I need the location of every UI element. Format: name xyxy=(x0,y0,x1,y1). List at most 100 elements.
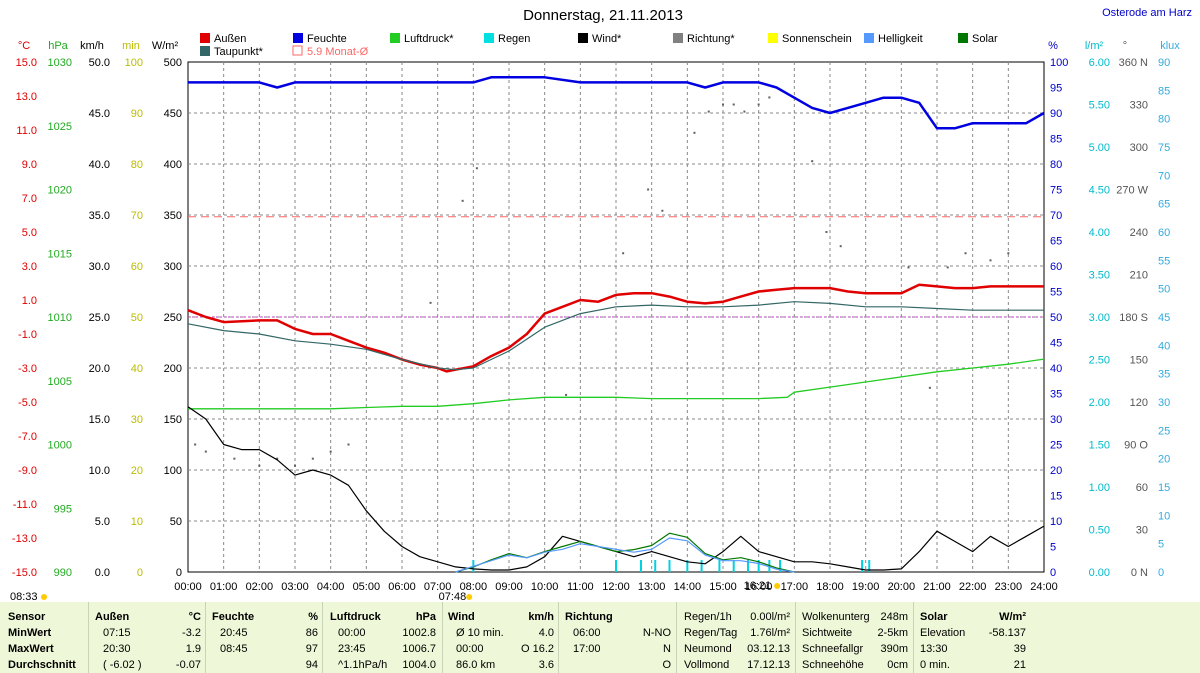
solar-tick-label: 500 xyxy=(164,57,182,69)
lux-tick-label: 55 xyxy=(1158,255,1170,267)
temp-tick-label: 15.0 xyxy=(16,57,37,69)
direction-point xyxy=(707,110,710,113)
legend-label: Luftdruck* xyxy=(404,33,454,45)
direction-tick-label: 120 xyxy=(1130,397,1148,409)
sunmin-tick-label: 50 xyxy=(131,312,143,324)
humidity-tick-label: 95 xyxy=(1050,83,1062,95)
solar-tick-label: 200 xyxy=(164,363,182,375)
solar-tick-label: 350 xyxy=(164,210,182,222)
info-divider xyxy=(322,602,323,673)
time-tick-label: 01:00 xyxy=(210,581,238,593)
time-tick-label: 21:00 xyxy=(923,581,951,593)
humidity-tick-label: 30 xyxy=(1050,414,1062,426)
lux-tick-label: 80 xyxy=(1158,114,1170,126)
time-tick-label: 17:00 xyxy=(781,581,809,593)
lux-tick-label: 10 xyxy=(1158,510,1170,522)
temp-tick-label: -13.0 xyxy=(12,533,37,545)
extra-value: 03.12.13 xyxy=(747,643,790,655)
time-tick-label: 22:00 xyxy=(959,581,987,593)
direction-tick-label: 330 xyxy=(1130,100,1148,112)
stat-time: 23:45 xyxy=(338,643,366,655)
direction-point xyxy=(565,393,568,396)
lux-tick-label: 60 xyxy=(1158,227,1170,239)
pressure-tick-label: 1020 xyxy=(48,185,72,197)
rain-tick-label: 1.50 xyxy=(1089,440,1110,452)
rain-bar xyxy=(668,560,671,572)
extra-value: 2-5km xyxy=(877,627,908,639)
stat-time: 07:15 xyxy=(103,627,131,639)
sunset-label: 16:21 xyxy=(744,580,772,592)
info-divider xyxy=(913,602,914,673)
direction-point xyxy=(732,103,735,106)
rain-tick-label: 6.00 xyxy=(1089,57,1110,69)
extra-label: Wolkenunterg xyxy=(802,611,870,623)
lux-tick-label: 35 xyxy=(1158,369,1170,381)
stat-time: 86.0 km xyxy=(456,659,496,671)
rain-bar xyxy=(700,560,703,572)
stat-value: 97 xyxy=(305,643,318,655)
axis-unit-label: l/m² xyxy=(1085,40,1104,52)
humidity-tick-label: 65 xyxy=(1050,236,1062,248)
stat-time: ( -6.02 ) xyxy=(103,659,142,671)
legend-label: Wind* xyxy=(592,33,622,45)
pressure-tick-label: 1030 xyxy=(48,57,72,69)
rain-bar xyxy=(654,560,657,572)
sunmin-tick-label: 100 xyxy=(125,57,143,69)
legend-label: Sonnenschein xyxy=(782,33,852,45)
info-divider xyxy=(442,602,443,673)
pressure-tick-label: 995 xyxy=(54,503,72,515)
temp-tick-label: -9.0 xyxy=(18,465,37,477)
direction-point xyxy=(276,457,279,460)
series-luftdruck-line xyxy=(188,358,1045,410)
info-divider xyxy=(795,602,796,673)
stat-time: Elevation xyxy=(920,627,966,639)
current-time-label: 08:33 xyxy=(10,591,38,602)
legend-label: Solar xyxy=(972,33,998,45)
time-tick-label: 14:00 xyxy=(674,581,702,593)
time-tick-label: 03:00 xyxy=(281,581,309,593)
chart-title: Donnerstag, 21.11.2013 xyxy=(523,7,683,24)
humidity-tick-label: 75 xyxy=(1050,185,1062,197)
x-axis: 00:00 01:00 02:00 03:00 04:00 05:00 06:00 07:00… xyxy=(10,580,1058,602)
sunmin-tick-label: 40 xyxy=(131,363,143,375)
solar-tick-label: 150 xyxy=(164,414,182,426)
humidity-tick-label: 100 xyxy=(1050,57,1068,69)
temp-tick-label: 9.0 xyxy=(22,159,37,171)
stat-time: 17:00 xyxy=(573,643,601,655)
sunmin-tick-label: 70 xyxy=(131,210,143,222)
time-tick-label: 20:00 xyxy=(888,581,916,593)
humidity-tick-label: 60 xyxy=(1050,261,1062,273)
axis-unit-label: hPa xyxy=(48,40,68,52)
weather-chart: 15.0 13.0 11.0 9.0 7.0 5.0 3.0 1.0 -1.0 -3.0 -5.0 -… xyxy=(10,7,1192,602)
sunmin-tick-label: 60 xyxy=(131,261,143,273)
time-tick-label: 09:00 xyxy=(495,581,523,593)
temp-tick-label: -11.0 xyxy=(13,499,37,511)
temp-tick-label: 5.0 xyxy=(22,227,37,239)
direction-point xyxy=(768,96,771,99)
statistics-panel: Sensor MinWert MaxWert Durchschnitt Außen °C 0… xyxy=(0,602,1200,673)
stat-value: 1006.7 xyxy=(402,643,436,655)
extra-label: Regen/Tag xyxy=(684,627,738,639)
direction-tick-label: 180 S xyxy=(1119,312,1148,324)
humidity-tick-label: 20 xyxy=(1050,465,1062,477)
stat-time: ^1.1hPa/h xyxy=(338,659,388,671)
lux-tick-label: 70 xyxy=(1158,170,1170,182)
legend-label: Taupunkt* xyxy=(214,46,264,58)
sensor-row-label: MaxWert xyxy=(8,643,54,655)
temp-tick-label: 1.0 xyxy=(22,295,37,307)
lux-tick-label: 50 xyxy=(1158,284,1170,296)
rain-bar xyxy=(757,560,760,572)
column-unit: W/m² xyxy=(999,611,1026,623)
axis-unit-label: W/m² xyxy=(152,40,179,52)
wind-tick-label: 30.0 xyxy=(89,261,110,273)
rain-bar xyxy=(639,560,642,572)
legend-label: Helligkeit xyxy=(878,33,923,45)
legend-swatch xyxy=(200,33,210,43)
direction-point xyxy=(825,231,828,233)
legend-swatch xyxy=(484,33,494,43)
direction-tick-label: 90 O xyxy=(1124,440,1148,452)
wind-tick-label: 25.0 xyxy=(89,312,110,324)
column-unit: km/h xyxy=(528,611,554,623)
direction-point xyxy=(461,199,464,202)
solar-tick-label: 400 xyxy=(164,159,182,171)
